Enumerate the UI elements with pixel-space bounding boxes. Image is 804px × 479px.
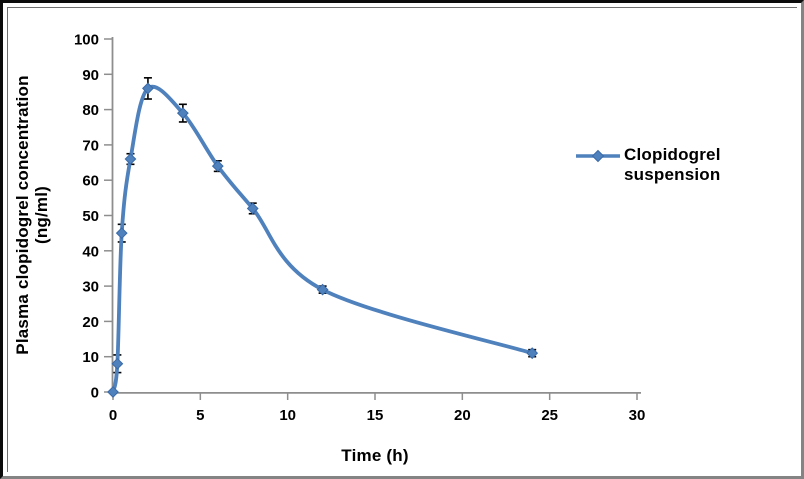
y-tick-label: 0: [91, 385, 99, 402]
y-axis-title-line1: Plasma clopidogrel concentration: [13, 75, 32, 355]
y-tick-label: 70: [82, 137, 99, 154]
y-tick-label: 100: [74, 32, 99, 49]
data-point-marker: [124, 153, 137, 165]
data-point-marker: [316, 283, 329, 296]
legend-label-line2: suspension: [624, 165, 721, 184]
legend: Clopidogrel suspension: [575, 145, 721, 185]
data-point-marker: [176, 107, 189, 120]
data-point-marker: [111, 357, 124, 370]
x-tick-label: 15: [367, 407, 384, 424]
y-tick-label: 10: [82, 349, 99, 366]
data-point-marker: [107, 386, 119, 398]
y-tick-label: 50: [82, 208, 99, 225]
x-tick-label: 10: [279, 407, 296, 424]
y-tick-label: 90: [82, 67, 99, 84]
x-tick-label: 30: [629, 407, 646, 424]
y-tick-label: 20: [82, 314, 99, 331]
data-point-marker: [526, 347, 539, 360]
data-point-marker: [142, 82, 154, 95]
y-axis-title: Plasma clopidogrel concentration (ng/ml): [13, 75, 51, 354]
y-tick-label: 40: [82, 243, 99, 260]
x-axis-title: Time (h): [341, 446, 409, 465]
legend-label: Clopidogrel suspension: [624, 145, 721, 185]
data-point-marker: [246, 202, 259, 215]
legend-line-diamond-icon: [576, 149, 620, 163]
series-curve: [111, 84, 535, 394]
y-axis-title-line2: (ng/ml): [32, 185, 51, 245]
data-point-marker: [211, 160, 224, 172]
x-tick-label: 0: [109, 407, 117, 424]
y-tick-label: 30: [82, 279, 99, 296]
x-tick-label: 5: [196, 407, 204, 424]
x-tick-label: 20: [454, 407, 471, 424]
y-tick-label: 60: [82, 173, 99, 190]
chart-plot: 0 10 20 30 40 50 60 70 80 90 100 0 5 10 15 20 25 30: [74, 32, 646, 425]
legend-label-line1: Clopidogrel: [624, 145, 721, 164]
x-tick-label: 25: [541, 407, 558, 424]
data-point-marker: [115, 227, 128, 240]
y-tick-label: 80: [82, 102, 99, 119]
